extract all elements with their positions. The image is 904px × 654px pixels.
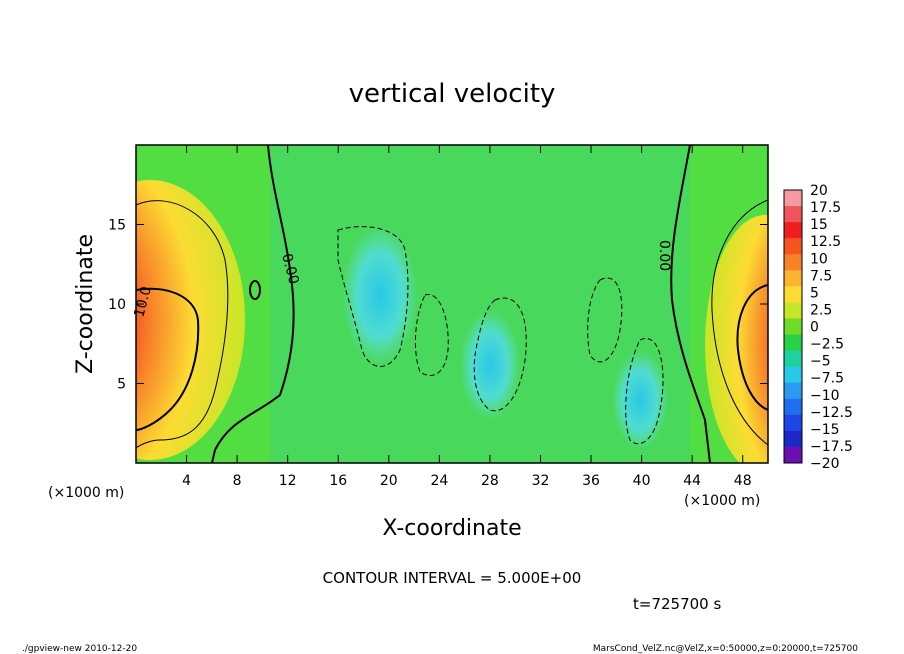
contour-neg-1 bbox=[337, 226, 409, 367]
colorbar-label: −5 bbox=[810, 354, 831, 370]
x-tick-label: 36 bbox=[582, 473, 600, 489]
downdraft-core-1 bbox=[342, 225, 418, 365]
colorbar-swatch bbox=[784, 398, 802, 416]
colorbar-label: 0 bbox=[810, 320, 819, 336]
colorbar-label: 12.5 bbox=[810, 234, 841, 250]
x-axis-label: X-coordinate bbox=[382, 516, 521, 541]
colorbar-swatch bbox=[784, 254, 802, 271]
footer-left: ./gpview-new 2010-12-20 bbox=[22, 644, 137, 654]
contour-5-left bbox=[136, 200, 229, 449]
x-tick-label: 20 bbox=[380, 473, 398, 489]
x-unit-left: (×1000 m) bbox=[48, 485, 124, 501]
x-tick-label: 24 bbox=[430, 473, 448, 489]
colorbar-label: 7.5 bbox=[810, 268, 832, 284]
contour-label-zero-left: 0.00 bbox=[278, 252, 302, 286]
colorbar-swatch bbox=[784, 270, 802, 287]
x-tick-label: 44 bbox=[683, 473, 701, 489]
downdraft-core-2 bbox=[460, 310, 520, 420]
colorbar-label: −15 bbox=[810, 422, 840, 438]
colorbar-swatch bbox=[784, 334, 802, 351]
contour-labels: 10.0 0.00 0.00 bbox=[131, 240, 672, 319]
time-stamp: t=725700 s bbox=[633, 595, 721, 613]
downdraft-core-3 bbox=[612, 350, 668, 450]
colorbar-swatch bbox=[784, 206, 802, 223]
colorbar-swatch bbox=[784, 238, 802, 255]
colorbar-label: 5 bbox=[810, 285, 819, 301]
contour-label-10: 10.0 bbox=[131, 285, 155, 319]
y-tick-label: 15 bbox=[108, 218, 126, 234]
x-tick-label: 4 bbox=[182, 473, 191, 489]
colorbar-swatch bbox=[784, 366, 802, 384]
colorbar-swatch bbox=[784, 190, 802, 207]
colorbar-label: 17.5 bbox=[810, 200, 841, 216]
footer-right: MarsCond_VelZ.nc@VelZ,x=0:50000,z=0:2000… bbox=[593, 644, 858, 654]
x-tick-label: 40 bbox=[633, 473, 651, 489]
contour-neg-3 bbox=[473, 297, 527, 412]
colorbar-label: −10 bbox=[810, 388, 840, 404]
colorbar-swatch bbox=[784, 414, 802, 432]
contour-neg-5 bbox=[625, 337, 664, 445]
y-tick-label: 10 bbox=[108, 297, 126, 313]
colorbar-label: 15 bbox=[810, 217, 828, 233]
x-unit-right: (×1000 m) bbox=[684, 493, 760, 509]
x-tick-label: 12 bbox=[279, 473, 297, 489]
colorbar-swatch bbox=[784, 222, 802, 239]
colorbar-label: −2.5 bbox=[810, 337, 844, 353]
colorbar-swatch bbox=[784, 446, 802, 464]
chart-title: vertical velocity bbox=[349, 79, 556, 109]
colorbar-label: 10 bbox=[810, 251, 828, 267]
colorbar-swatch bbox=[784, 286, 802, 303]
colorbar-label: −17.5 bbox=[810, 439, 853, 455]
updraft-left bbox=[136, 180, 245, 460]
x-tick-label: 32 bbox=[532, 473, 550, 489]
contour-10-right bbox=[736, 284, 768, 411]
y-axis-label: Z-coordinate bbox=[73, 234, 98, 374]
contour-5-right bbox=[711, 199, 768, 446]
x-tick-label: 48 bbox=[734, 473, 752, 489]
contour-zero-left bbox=[211, 145, 295, 463]
x-tick-label: 8 bbox=[233, 473, 242, 489]
contour-label-zero-right: 0.00 bbox=[656, 240, 672, 271]
colorbar-swatch bbox=[784, 318, 802, 335]
y-tick-label: 5 bbox=[117, 377, 126, 393]
x-axis: 4 8 12 16 20 24 28 32 36 40 44 48 bbox=[182, 145, 752, 489]
updraft-right bbox=[705, 215, 768, 463]
x-tick-label: 16 bbox=[329, 473, 347, 489]
colorbar-swatch bbox=[784, 430, 802, 448]
contour-zero-right bbox=[670, 145, 711, 463]
colorbar-frame bbox=[783, 189, 803, 464]
colorbar-label: 20 bbox=[810, 183, 828, 199]
colorbar-swatch bbox=[784, 382, 802, 400]
colorbar-label: −12.5 bbox=[810, 405, 853, 421]
y-axis: 5 10 15 bbox=[108, 218, 768, 393]
contour-10 bbox=[136, 287, 200, 431]
colorbar-swatch bbox=[784, 350, 802, 367]
colorbar-swatch bbox=[784, 302, 802, 319]
colorbar-label: −20 bbox=[810, 456, 840, 472]
contour-neg-2 bbox=[415, 294, 449, 376]
colorbar-label: −7.5 bbox=[810, 371, 844, 387]
contour-neg-4 bbox=[587, 277, 623, 363]
x-tick-label: 28 bbox=[481, 473, 499, 489]
contour-small-loop bbox=[249, 280, 261, 300]
plot-area bbox=[136, 145, 768, 463]
colorbar-label: 2.5 bbox=[810, 302, 832, 318]
contour-interval: CONTOUR INTERVAL = 5.000E+00 bbox=[323, 569, 582, 587]
